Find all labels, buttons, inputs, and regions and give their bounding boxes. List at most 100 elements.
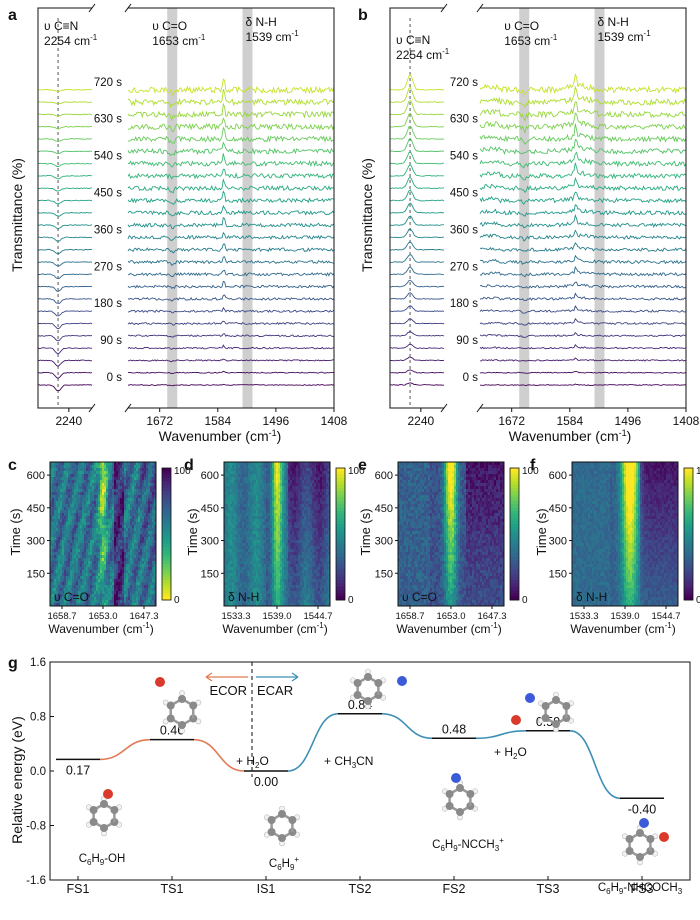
heatmap-cell <box>56 564 59 568</box>
heatmap-cell <box>132 564 135 568</box>
heatmap-cell <box>58 525 61 529</box>
heatmap-cell <box>90 558 93 562</box>
heatmap-cell <box>86 534 89 538</box>
heatmap-cell <box>56 549 59 553</box>
heatmap-cell <box>238 579 241 583</box>
heatmap-cell <box>280 507 283 511</box>
heatmap-cell <box>148 531 151 535</box>
heatmap-cell <box>52 561 55 565</box>
heatmap-cell <box>312 504 315 508</box>
heatmap-cell <box>82 507 85 511</box>
heatmap-cell <box>104 510 107 514</box>
heatmap-cell <box>232 552 235 556</box>
heatmap-cell <box>154 501 157 505</box>
heatmap-cell <box>132 567 135 571</box>
heatmap-cell <box>122 516 125 520</box>
heatmap-cell <box>242 516 245 520</box>
heatmap-cell <box>50 585 53 589</box>
heatmap-cell <box>256 474 259 478</box>
heatmap-cell <box>272 462 275 466</box>
heatmap-cell <box>256 570 259 574</box>
heatmap-cell <box>134 516 137 520</box>
heatmap-cell <box>98 504 101 508</box>
heatmap-cell <box>228 519 231 523</box>
heatmap-cell <box>92 489 95 493</box>
heatmap-cell <box>56 471 59 475</box>
heatmap-cell <box>66 561 69 565</box>
heatmap-cell <box>256 552 259 556</box>
heatmap-cell <box>264 558 267 562</box>
heatmap-cell <box>256 483 259 487</box>
heatmap-cell <box>92 552 95 556</box>
heatmap-cell <box>78 528 81 532</box>
heatmap-cell <box>238 483 241 487</box>
heatmap-cell <box>58 603 61 607</box>
heatmap-cell <box>100 585 103 589</box>
panel-a-xlabel: Wavenumber (cm-1) <box>159 428 282 444</box>
heatmap-cell <box>304 501 307 505</box>
heatmap-cell <box>66 495 69 499</box>
heatmap-cell <box>238 522 241 526</box>
heatmap-cell <box>110 570 113 574</box>
heatmap-cell <box>250 579 253 583</box>
spectrum-right-14 <box>479 204 687 217</box>
heatmap-cell <box>118 483 121 487</box>
heatmap-cell <box>322 486 325 490</box>
heatmap-cell <box>106 525 109 529</box>
heatmap-cell <box>264 546 267 550</box>
heatmap-cell <box>124 486 127 490</box>
heatmap-cell <box>110 483 113 487</box>
heatmap-cell <box>152 486 155 490</box>
heatmap-cell <box>122 543 125 547</box>
heatmap-cell <box>60 582 63 586</box>
heatmap-cell <box>122 525 125 529</box>
heatmap-cell <box>296 579 299 583</box>
heatmap-cell <box>54 570 57 574</box>
heatmap-cell <box>72 552 75 556</box>
heatmap-cell <box>116 585 119 589</box>
heatmap-cell <box>262 465 265 469</box>
heatmap-cell <box>274 468 277 472</box>
heatmap-cell <box>100 570 103 574</box>
heatmap-cell <box>250 477 253 481</box>
heatmap-cell <box>110 525 113 529</box>
heatmap-cell <box>298 474 301 478</box>
heatmap-cell <box>228 513 231 517</box>
heatmap-cell <box>148 504 151 508</box>
heatmap-cell <box>294 558 297 562</box>
heatmap-cell <box>292 477 295 481</box>
heatmap-cell <box>68 486 71 490</box>
heatmap-cell <box>72 483 75 487</box>
heatmap-cell <box>242 576 245 580</box>
heatmap-cell <box>316 507 319 511</box>
heatmap-cell <box>268 492 271 496</box>
heatmap-cell <box>252 483 255 487</box>
heatmap-cell <box>152 594 155 598</box>
heatmap-cell <box>114 462 117 466</box>
heatmap-cell <box>74 570 77 574</box>
heatmap-cell <box>272 579 275 583</box>
heatmap-cell <box>266 513 269 517</box>
heatmap-cell <box>74 594 77 598</box>
heatmap-cell <box>54 501 57 505</box>
heatmap-cell <box>256 534 259 538</box>
heatmap-cell <box>52 477 55 481</box>
heatmap-cell <box>246 489 249 493</box>
heatmap-cell <box>114 555 117 559</box>
heatmap-cell <box>96 531 99 535</box>
heatmap-cell <box>312 525 315 529</box>
spectrum-right-12 <box>479 229 687 242</box>
heatmap-cell <box>142 474 145 478</box>
heatmap-cell <box>92 588 95 592</box>
heatmap-cell <box>84 546 87 550</box>
heatmap-cell <box>316 582 319 586</box>
heatmap-cell <box>56 501 59 505</box>
heatmap-cell <box>288 573 291 577</box>
heatmap-cell <box>90 582 93 586</box>
heatmap-cell <box>228 585 231 589</box>
heatmap-cell <box>114 531 117 535</box>
heatmap-cell <box>324 486 327 490</box>
heatmap-cell <box>142 480 145 484</box>
heatmap-cell <box>128 561 131 565</box>
heatmap-cell <box>142 465 145 469</box>
